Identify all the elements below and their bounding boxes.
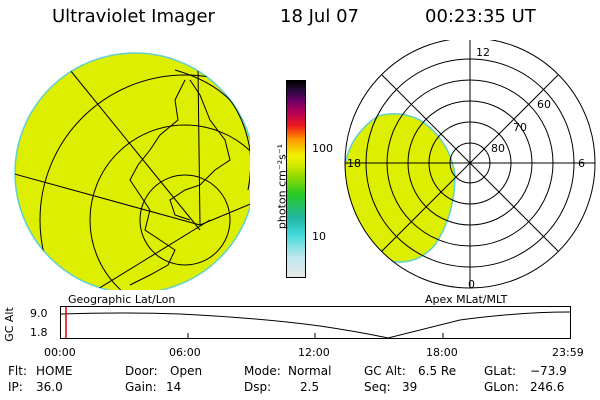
glon-label: GLon: [484,380,519,394]
latitude-circle [89,124,250,290]
mlat-label-70: 70 [513,121,527,134]
altitude-curve [60,311,571,339]
meridian-line [79,219,211,290]
meridian-line [199,199,250,226]
latitude-circle [139,174,231,266]
door-value: Open [170,364,203,378]
color-scale-bar [286,80,306,278]
instrument-title: Ultraviolet Imager [52,6,215,27]
latitude-circle [39,74,250,290]
x-tick-label-2359: 23:59 [552,346,584,359]
glat-value: −73.9 [530,364,567,378]
coastline [174,69,250,191]
mlt-label-18: 18 [347,157,361,170]
mode-label: Mode: [244,364,281,378]
flt-value: HOME [36,364,73,378]
glon-value: 246.6 [530,380,565,394]
x-tick-label-0600: 06:00 [169,346,201,359]
seq-value: 39 [402,380,418,394]
mlt-label-0: 0 [468,278,475,291]
mode-value: Normal [288,364,332,378]
coastline [169,79,231,221]
altitude-timeline-plot [60,306,571,339]
colorbar-unit-label: photon cm⁻²s⁻¹ [275,143,289,230]
ip-value: 36.0 [36,380,63,394]
flt-label: Flt: [8,364,27,378]
colorbar-tick-100: 100 [312,142,333,155]
geographic-map [14,52,250,290]
geographic-aurora-fill [14,52,250,290]
seq-label: Seq: [364,380,391,394]
observation-date: 18 Jul 07 [280,6,359,27]
door-label: Door: [125,364,158,378]
mlt-label-12: 12 [476,46,490,59]
geographic-map-label: Geographic Lat/Lon [68,293,176,306]
x-tick-label-0000: 00:00 [44,346,76,359]
altitude-tick-top: 9.0 [30,307,48,320]
dsp-label: Dsp: [244,380,272,394]
gain-value: 14 [166,380,182,394]
gcalt-value: 6.5 Re [418,364,457,378]
mlt-line-diag [381,74,559,252]
apex-map-label: Apex MLat/MLT [425,293,508,306]
coastline [129,79,186,286]
gain-label: Gain: [125,380,157,394]
altitude-axis-label: GC Alt [2,307,16,342]
meridian-line [15,169,201,226]
glat-label: GLat: [484,364,517,378]
ip-label: IP: [8,380,23,394]
observation-time: 00:23:35 UT [425,6,536,27]
mlat-label-60: 60 [537,98,551,111]
gcalt-label: GC Alt: [364,364,406,378]
dsp-value: 2.5 [300,380,320,394]
altitude-plot-frame [60,306,571,339]
mlt-label-6: 6 [578,157,585,170]
x-tick-label-1800: 18:00 [426,346,458,359]
altitude-tick-bottom: 1.8 [30,326,48,339]
meridian-line [69,69,201,231]
x-tick-label-1200: 12:00 [298,346,330,359]
mlat-label-80: 80 [491,142,505,155]
color-scale-gradient [287,81,305,277]
apex-polar-map [344,40,596,289]
colorbar-tick-10: 10 [312,230,326,243]
meridian-line [197,69,201,226]
